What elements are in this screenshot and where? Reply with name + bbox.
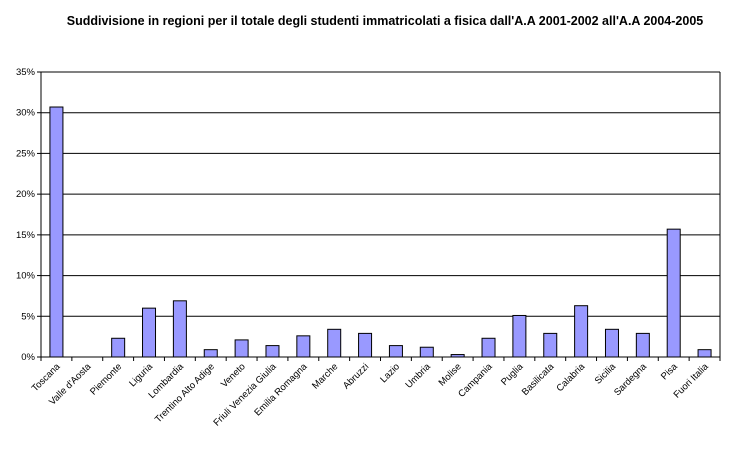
y-tick-label: 35% xyxy=(16,67,36,78)
x-tick-label: Lazio xyxy=(378,361,402,385)
bar-toscana xyxy=(49,106,64,358)
y-tick-label: 10% xyxy=(16,271,36,282)
bar-trentino-alto-adige xyxy=(203,349,218,358)
y-tick-labels: 0% 5% 10% 15% 20% 25% 30% 35% xyxy=(16,67,36,363)
x-tick-label: Umbria xyxy=(403,361,433,391)
gridlines xyxy=(37,71,720,358)
bar-lombardia xyxy=(172,300,187,358)
y-tick-label: 0% xyxy=(21,352,35,363)
bar-emilia-romagna xyxy=(296,335,311,358)
bar-umbria xyxy=(419,346,434,358)
bar-puglia xyxy=(512,314,527,358)
x-tick-label: Veneto xyxy=(219,361,248,390)
bar-campania xyxy=(481,337,496,358)
bar-marche xyxy=(327,328,342,358)
x-tick-label: Trentino Alto Adige xyxy=(153,361,217,425)
y-tick-label: 25% xyxy=(16,148,36,159)
bar-lazio xyxy=(388,345,403,358)
x-tick-label: Marche xyxy=(310,361,340,391)
bar-abruzzi xyxy=(358,332,373,358)
x-tick-label: Calabria xyxy=(554,361,587,394)
x-tick-label: Molise xyxy=(437,361,464,388)
bar-calabria xyxy=(574,305,589,358)
axes xyxy=(40,72,721,361)
x-tick-label: Basilicata xyxy=(520,361,557,398)
x-tick-label: Piemonte xyxy=(88,361,124,397)
y-tick-label: 15% xyxy=(16,230,36,241)
x-tick-label: Emilia Romagna xyxy=(252,361,310,419)
y-tick-label: 5% xyxy=(21,311,35,322)
chart-title: Suddivisione in regioni per il totale de… xyxy=(66,14,704,28)
bar-pisa xyxy=(666,228,681,358)
y-tick-label: 30% xyxy=(16,108,36,119)
bar-basilicata xyxy=(543,332,558,358)
bar-friuli-venezia-giulia xyxy=(265,345,280,358)
x-tick-label: Puglia xyxy=(499,361,526,388)
x-tick-label: Liguria xyxy=(127,361,155,389)
bar-fuori-italia xyxy=(697,349,712,358)
bar-sardegna xyxy=(635,332,650,358)
x-tick-label: Campania xyxy=(456,361,495,400)
x-tick-label: Abruzzi xyxy=(341,361,371,391)
bar-veneto xyxy=(234,339,249,358)
bar-sicilia xyxy=(604,328,619,358)
bar-liguria xyxy=(142,307,157,358)
x-tick-label: Sardegna xyxy=(612,361,649,398)
y-tick-label: 20% xyxy=(16,189,36,200)
bars xyxy=(49,106,712,358)
bar-piemonte xyxy=(111,337,126,358)
x-tick-label: Sicilia xyxy=(593,361,619,387)
x-tick-label: Pisa xyxy=(659,361,680,382)
